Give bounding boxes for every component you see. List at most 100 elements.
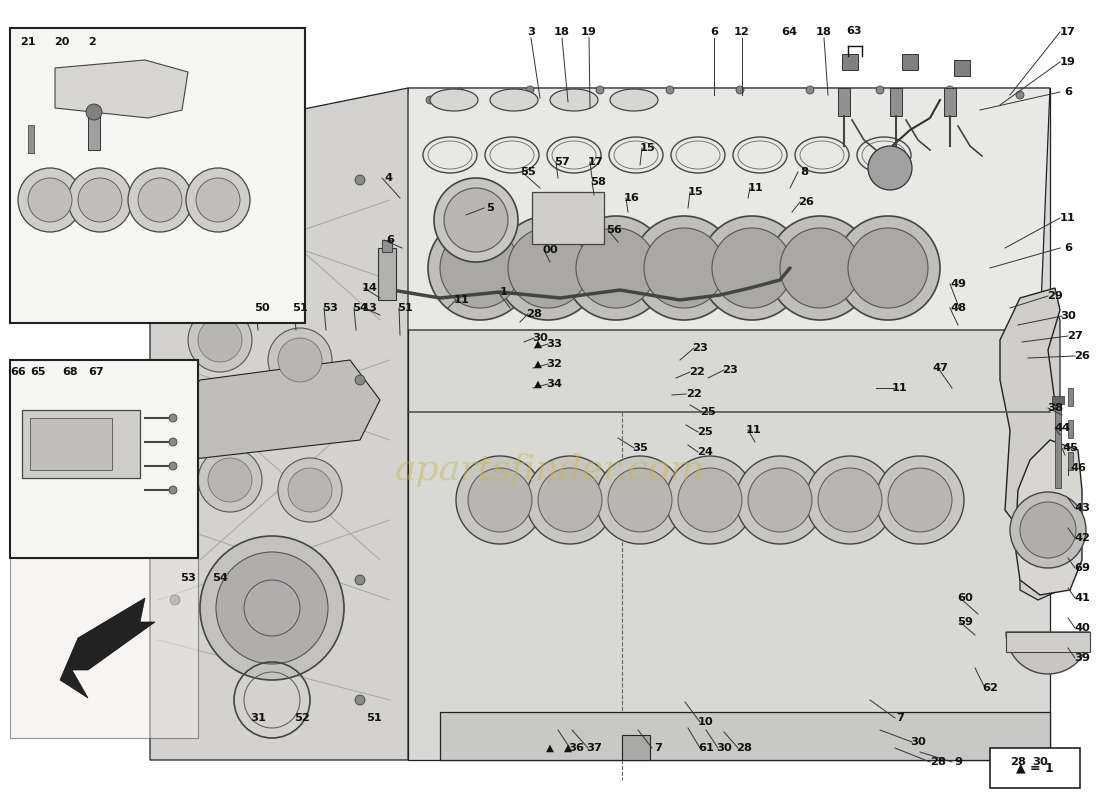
- Polygon shape: [408, 88, 1050, 760]
- Text: 42: 42: [1074, 533, 1090, 543]
- Text: 57: 57: [554, 157, 570, 167]
- Text: 47: 47: [932, 363, 948, 373]
- Text: ▲: ▲: [534, 379, 542, 389]
- Bar: [954, 60, 970, 76]
- Circle shape: [666, 86, 674, 94]
- Circle shape: [278, 458, 342, 522]
- Text: 56: 56: [606, 225, 621, 235]
- Bar: [1068, 388, 1072, 406]
- Circle shape: [186, 168, 250, 232]
- Text: 35: 35: [632, 443, 648, 453]
- Text: 25: 25: [700, 407, 716, 417]
- Text: 49: 49: [950, 279, 966, 289]
- Text: 54: 54: [352, 303, 367, 313]
- Text: 26: 26: [799, 197, 814, 207]
- Circle shape: [1010, 492, 1086, 568]
- Text: 44: 44: [1054, 423, 1070, 433]
- Circle shape: [876, 456, 964, 544]
- Text: 22: 22: [689, 367, 705, 377]
- Text: 6: 6: [710, 27, 718, 37]
- Text: 15: 15: [689, 187, 704, 197]
- Circle shape: [632, 216, 736, 320]
- Circle shape: [355, 375, 365, 385]
- Polygon shape: [1015, 440, 1082, 595]
- Bar: [30, 418, 112, 470]
- Polygon shape: [390, 88, 1050, 330]
- Circle shape: [666, 456, 754, 544]
- Text: 68: 68: [63, 367, 78, 377]
- Text: 11: 11: [454, 295, 470, 305]
- Text: 60: 60: [957, 593, 972, 603]
- Circle shape: [508, 228, 588, 308]
- Text: 26: 26: [1074, 351, 1090, 361]
- Text: 66: 66: [10, 367, 26, 377]
- Circle shape: [768, 216, 872, 320]
- Text: 3: 3: [527, 27, 535, 37]
- Circle shape: [596, 456, 684, 544]
- Circle shape: [712, 228, 792, 308]
- Circle shape: [468, 468, 532, 532]
- Text: 33: 33: [546, 339, 562, 349]
- Text: 53: 53: [322, 303, 338, 313]
- Text: 11: 11: [748, 183, 763, 193]
- Polygon shape: [1020, 298, 1060, 600]
- Bar: [88, 112, 100, 150]
- Text: 36: 36: [568, 743, 584, 753]
- Circle shape: [444, 188, 508, 252]
- Text: 30: 30: [716, 743, 732, 753]
- Bar: [1068, 420, 1072, 438]
- Circle shape: [169, 438, 177, 446]
- Text: 48: 48: [950, 303, 966, 313]
- Text: 17: 17: [588, 157, 604, 167]
- Text: 17: 17: [1060, 27, 1076, 37]
- Bar: [532, 192, 604, 244]
- Circle shape: [86, 104, 102, 120]
- Text: 20: 20: [54, 37, 69, 47]
- Text: 6: 6: [386, 235, 394, 245]
- Circle shape: [780, 228, 860, 308]
- Text: 11: 11: [746, 425, 762, 435]
- Circle shape: [596, 86, 604, 94]
- Circle shape: [169, 486, 177, 494]
- Text: 22: 22: [686, 389, 702, 399]
- Bar: [28, 125, 34, 153]
- Bar: [1055, 400, 1061, 488]
- Circle shape: [18, 168, 82, 232]
- Bar: [621, 735, 650, 760]
- Circle shape: [355, 695, 365, 705]
- Circle shape: [456, 88, 464, 96]
- Circle shape: [355, 175, 365, 185]
- Text: 13: 13: [362, 303, 378, 313]
- Circle shape: [268, 328, 332, 392]
- Bar: [10, 360, 198, 558]
- Circle shape: [200, 536, 344, 680]
- Text: 61: 61: [698, 743, 714, 753]
- Circle shape: [888, 468, 952, 532]
- Text: 38: 38: [1047, 403, 1063, 413]
- Circle shape: [848, 228, 928, 308]
- Circle shape: [496, 216, 600, 320]
- Text: 28: 28: [1010, 757, 1026, 767]
- Circle shape: [78, 178, 122, 222]
- Circle shape: [700, 216, 804, 320]
- Polygon shape: [150, 88, 408, 760]
- Bar: [890, 88, 902, 116]
- Text: 51: 51: [366, 713, 382, 723]
- Ellipse shape: [610, 89, 658, 111]
- Text: 8: 8: [800, 167, 808, 177]
- Text: 43: 43: [1074, 503, 1090, 513]
- Circle shape: [170, 595, 180, 605]
- Circle shape: [736, 86, 744, 94]
- Text: 18: 18: [554, 27, 570, 37]
- Polygon shape: [640, 100, 1040, 320]
- Circle shape: [576, 228, 656, 308]
- Text: 41: 41: [1074, 593, 1090, 603]
- Text: 25: 25: [697, 427, 713, 437]
- Text: 11: 11: [892, 383, 907, 393]
- Text: 9: 9: [954, 757, 962, 767]
- Bar: [10, 558, 198, 738]
- Text: 63: 63: [846, 26, 861, 36]
- Circle shape: [526, 456, 614, 544]
- Circle shape: [128, 168, 192, 232]
- Circle shape: [198, 448, 262, 512]
